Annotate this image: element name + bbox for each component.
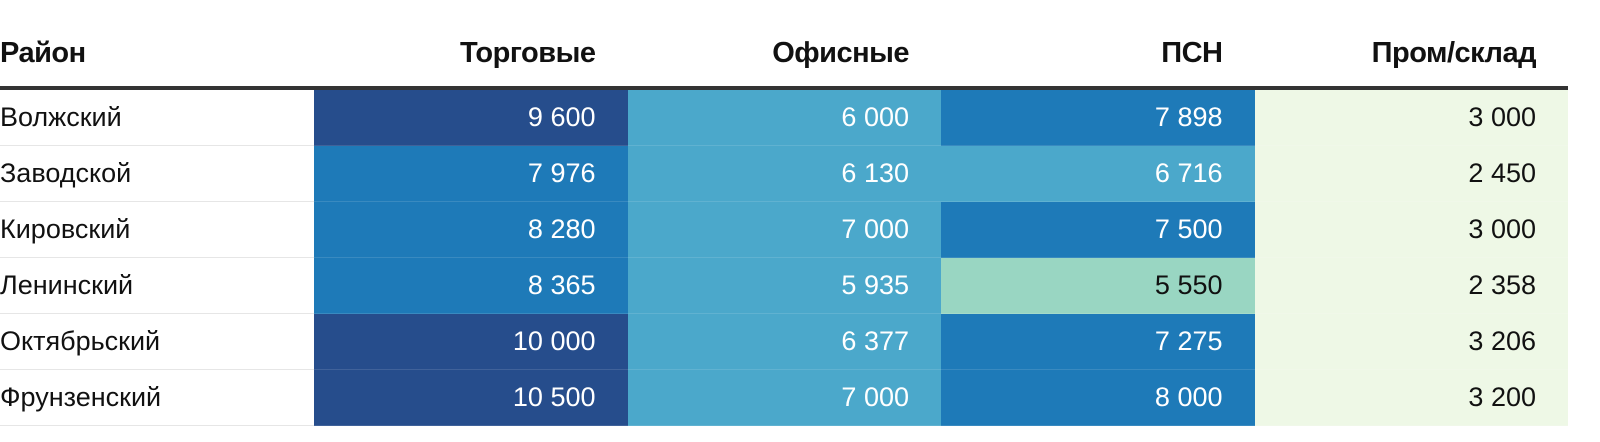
value-cell: 9 600 (314, 88, 628, 146)
value-cell: 5 935 (627, 257, 941, 314)
value-cell: 2 358 (1254, 257, 1568, 314)
value-cell: 7 000 (627, 201, 941, 258)
table-body: Волжский 9 600 6 000 7 898 3 000 Заводской 7 9… (0, 88, 1568, 426)
value-cell: 7 500 (941, 201, 1255, 258)
value-cell: 2 450 (1254, 145, 1568, 202)
table-row: Заводской 7 976 6 130 6 716 2 450 (0, 145, 1568, 202)
district-name-cell: Волжский (0, 88, 314, 146)
value-cell: 10 500 (314, 369, 628, 426)
value-cell: 6 130 (627, 145, 941, 202)
value-cell: 3 206 (1254, 313, 1568, 370)
header-psn: ПСН (941, 20, 1255, 90)
value-cell: 3 200 (1254, 369, 1568, 426)
district-name-cell: Ленинский (0, 257, 314, 314)
value-cell: 5 550 (941, 257, 1255, 314)
price-heatmap-table: Район Торговые Офисные ПСН Пром/склад Во… (0, 20, 1568, 426)
table-row: Волжский 9 600 6 000 7 898 3 000 (0, 88, 1568, 146)
value-cell: 3 000 (1254, 88, 1568, 146)
table-row: Ленинский 8 365 5 935 5 550 2 358 (0, 257, 1568, 314)
value-cell: 8 365 (314, 257, 628, 314)
value-cell: 7 275 (941, 313, 1255, 370)
district-name-cell: Фрунзенский (0, 369, 314, 426)
value-cell: 7 898 (941, 88, 1255, 146)
district-name-cell: Кировский (0, 201, 314, 258)
value-cell: 10 000 (314, 313, 628, 370)
header-retail: Торговые (314, 20, 628, 90)
value-cell: 6 000 (627, 88, 941, 146)
header-industrial-warehouse: Пром/склад (1254, 20, 1568, 90)
table-row: Октябрьский 10 000 6 377 7 275 3 206 (0, 313, 1568, 370)
value-cell: 7 976 (314, 145, 628, 202)
district-name-cell: Заводской (0, 145, 314, 202)
header-district: Район (0, 20, 314, 90)
table-row: Кировский 8 280 7 000 7 500 3 000 (0, 201, 1568, 258)
header-office: Офисные (627, 20, 941, 90)
district-name-cell: Октябрьский (0, 313, 314, 370)
table-row: Фрунзенский 10 500 7 000 8 000 3 200 (0, 369, 1568, 426)
value-cell: 8 280 (314, 201, 628, 258)
value-cell: 7 000 (627, 369, 941, 426)
value-cell: 3 000 (1254, 201, 1568, 258)
value-cell: 8 000 (941, 369, 1255, 426)
header-row: Район Торговые Офисные ПСН Пром/склад (0, 20, 1568, 90)
value-cell: 6 377 (627, 313, 941, 370)
value-cell: 6 716 (941, 145, 1255, 202)
